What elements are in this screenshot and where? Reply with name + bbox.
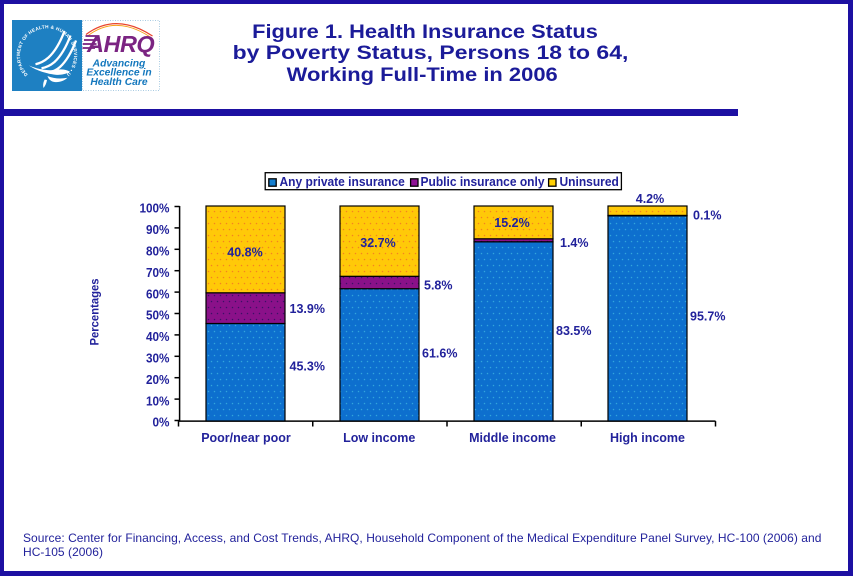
svg-text:Any private insurance: Any private insurance <box>280 175 406 189</box>
svg-text:0%: 0% <box>153 415 170 429</box>
svg-text:4.2%: 4.2% <box>636 192 665 206</box>
svg-text:Health Care: Health Care <box>90 77 147 88</box>
svg-text:Public insurance only: Public insurance only <box>421 175 545 189</box>
svg-text:Excellence in: Excellence in <box>86 68 151 79</box>
svg-text:40.8%: 40.8% <box>227 246 262 260</box>
svg-text:45.3%: 45.3% <box>290 360 325 374</box>
svg-text:15.2%: 15.2% <box>494 216 529 230</box>
svg-text:83.5%: 83.5% <box>556 324 591 338</box>
svg-text:Advancing: Advancing <box>92 59 146 70</box>
svg-text:10%: 10% <box>146 394 170 408</box>
svg-text:0.1%: 0.1% <box>693 209 722 223</box>
svg-text:100%: 100% <box>139 201 169 215</box>
svg-text:Low income: Low income <box>343 431 415 445</box>
svg-text:95.7%: 95.7% <box>690 310 725 324</box>
svg-text:Middle income: Middle income <box>469 431 556 445</box>
svg-text:13.9%: 13.9% <box>290 302 325 316</box>
svg-text:20%: 20% <box>146 373 170 387</box>
svg-text:Percentages: Percentages <box>90 279 102 346</box>
svg-text:70%: 70% <box>146 266 170 280</box>
svg-text:50%: 50% <box>146 308 170 322</box>
svg-text:90%: 90% <box>146 223 170 237</box>
svg-text:32.7%: 32.7% <box>360 236 395 250</box>
svg-text:80%: 80% <box>146 244 170 258</box>
svg-text:5.8%: 5.8% <box>424 279 453 293</box>
svg-text:High income: High income <box>610 431 685 445</box>
svg-text:Uninsured: Uninsured <box>560 175 619 189</box>
svg-text:60%: 60% <box>146 287 170 301</box>
svg-text:Poor/near poor: Poor/near poor <box>201 431 291 445</box>
svg-text:61.6%: 61.6% <box>422 347 457 361</box>
svg-text:30%: 30% <box>146 351 170 365</box>
svg-text:40%: 40% <box>146 330 170 344</box>
svg-text:1.4%: 1.4% <box>560 236 589 250</box>
